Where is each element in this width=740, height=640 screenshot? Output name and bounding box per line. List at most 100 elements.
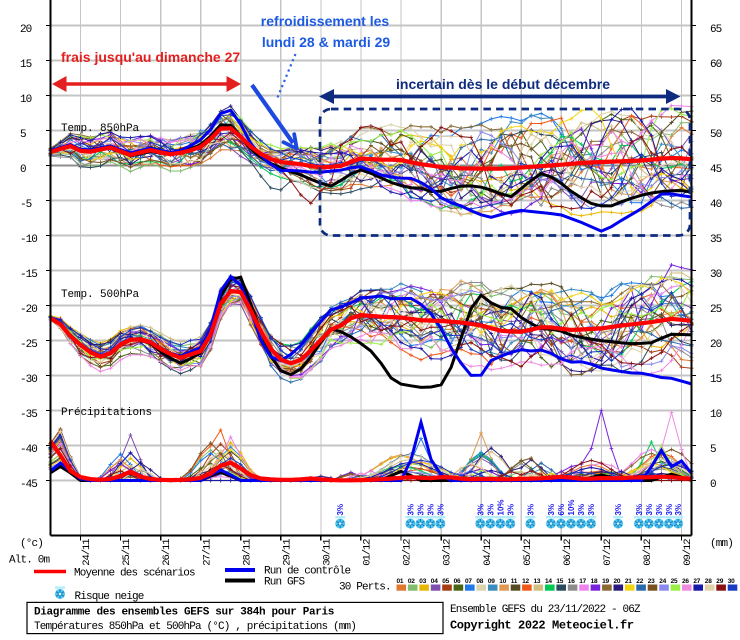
svg-text:30: 30 (710, 269, 722, 281)
svg-text:07: 07 (465, 578, 472, 585)
svg-text:-10: -10 (20, 234, 37, 246)
svg-text:26: 26 (682, 578, 689, 585)
svg-text:13: 13 (534, 578, 541, 585)
svg-text:30: 30 (728, 578, 735, 585)
svg-text:04/12: 04/12 (482, 539, 494, 566)
svg-text:-15: -15 (20, 269, 37, 281)
svg-text:20: 20 (710, 339, 722, 351)
svg-text:(mm): (mm) (710, 538, 733, 550)
svg-text:04: 04 (431, 578, 438, 585)
svg-text:18: 18 (591, 578, 598, 585)
svg-text:29/11: 29/11 (281, 539, 293, 566)
svg-text:24/11: 24/11 (81, 539, 93, 566)
svg-text:35: 35 (710, 234, 722, 246)
svg-text:3%: 3% (655, 504, 664, 516)
svg-text:lundi 28 & mardi 29: lundi 28 & mardi 29 (262, 34, 391, 50)
svg-text:3%: 3% (577, 504, 586, 516)
svg-text:Diagramme des ensembles GEFS s: Diagramme des ensembles GEFS sur 384h po… (34, 607, 334, 619)
svg-text:01: 01 (397, 578, 404, 585)
svg-text:06: 06 (454, 578, 461, 585)
svg-text:-20: -20 (20, 304, 37, 316)
svg-text:25: 25 (671, 578, 678, 585)
svg-text:Temp. 850hPa: Temp. 850hPa (61, 123, 140, 135)
svg-text:3%: 3% (587, 504, 596, 516)
svg-text:10: 10 (20, 94, 32, 106)
svg-text:Ensemble GEFS du 23/11/2022 -: Ensemble GEFS du 23/11/2022 - 06Z (450, 604, 641, 616)
svg-text:incertain dès le début décembr: incertain dès le début décembre (396, 76, 610, 92)
svg-text:22: 22 (636, 578, 643, 585)
svg-text:3%: 3% (406, 504, 415, 516)
svg-text:Risque neige: Risque neige (75, 591, 144, 603)
svg-text:45: 45 (710, 164, 722, 176)
svg-text:Précipitations: Précipitations (61, 407, 152, 419)
svg-text:40: 40 (710, 199, 722, 211)
svg-text:12: 12 (522, 578, 529, 585)
svg-text:0: 0 (710, 479, 716, 491)
svg-text:Températures 850hPa et 500hPa: Températures 850hPa et 500hPa (°C) , pré… (34, 621, 356, 633)
svg-text:08: 08 (476, 578, 483, 585)
svg-text:3%: 3% (547, 504, 556, 516)
svg-text:19: 19 (602, 578, 609, 585)
svg-text:(°c): (°c) (20, 538, 43, 550)
svg-text:3%: 3% (665, 504, 674, 516)
svg-text:frais jusqu'au dimanche 27: frais jusqu'au dimanche 27 (61, 49, 240, 65)
svg-text:3%: 3% (526, 504, 535, 516)
svg-text:08/12: 08/12 (642, 539, 654, 566)
svg-text:5: 5 (710, 444, 716, 456)
svg-text:27/11: 27/11 (201, 539, 213, 566)
svg-text:-5: -5 (20, 199, 32, 211)
svg-text:3%: 3% (436, 504, 445, 516)
svg-text:23: 23 (648, 578, 655, 585)
svg-text:3%: 3% (635, 504, 644, 516)
svg-text:28/11: 28/11 (241, 539, 253, 566)
svg-text:15: 15 (710, 374, 722, 386)
svg-text:3%: 3% (416, 504, 425, 516)
svg-text:09/12: 09/12 (682, 539, 694, 566)
svg-text:refroidissement les: refroidissement les (261, 13, 390, 29)
svg-text:20: 20 (20, 24, 32, 36)
svg-text:02: 02 (408, 578, 415, 585)
svg-text:3%: 3% (336, 504, 345, 516)
svg-text:25/11: 25/11 (121, 539, 133, 566)
svg-text:6%: 6% (557, 504, 566, 516)
svg-text:14: 14 (545, 578, 552, 585)
svg-text:03/12: 03/12 (442, 539, 454, 566)
svg-text:3%: 3% (614, 504, 623, 516)
svg-text:3%: 3% (426, 504, 435, 516)
svg-text:01/12: 01/12 (362, 539, 374, 566)
svg-text:Moyenne des scénarios: Moyenne des scénarios (74, 568, 195, 580)
svg-text:29: 29 (716, 578, 723, 585)
svg-text:-35: -35 (20, 409, 37, 421)
svg-text:21: 21 (625, 578, 632, 585)
svg-text:3%: 3% (674, 504, 683, 516)
svg-text:55: 55 (710, 94, 722, 106)
svg-text:Copyright 2022 Meteociel.fr: Copyright 2022 Meteociel.fr (450, 619, 634, 633)
svg-text:0: 0 (20, 164, 26, 176)
svg-text:10%: 10% (496, 499, 505, 515)
svg-text:25: 25 (710, 304, 722, 316)
svg-text:-25: -25 (20, 339, 37, 351)
svg-text:15: 15 (20, 59, 32, 71)
svg-text:07/12: 07/12 (602, 539, 614, 566)
svg-text:10%: 10% (567, 499, 576, 515)
svg-text:-45: -45 (20, 479, 37, 491)
svg-text:15: 15 (556, 578, 563, 585)
svg-text:5: 5 (20, 129, 26, 141)
svg-text:Alt. 0m: Alt. 0m (9, 555, 51, 567)
svg-text:Temp. 500hPa: Temp. 500hPa (61, 289, 140, 301)
svg-text:3%: 3% (506, 504, 515, 516)
svg-text:09: 09 (488, 578, 495, 585)
svg-text:17: 17 (579, 578, 586, 585)
svg-text:27: 27 (693, 578, 700, 585)
svg-text:3%: 3% (476, 504, 485, 516)
svg-text:10: 10 (499, 578, 506, 585)
svg-text:28: 28 (705, 578, 712, 585)
svg-text:06/12: 06/12 (562, 539, 574, 566)
svg-text:20: 20 (614, 578, 621, 585)
svg-text:65: 65 (710, 24, 722, 36)
svg-text:Run GFS: Run GFS (264, 577, 306, 589)
svg-text:30 Perts.: 30 Perts. (339, 582, 391, 594)
svg-text:3%: 3% (486, 504, 495, 516)
svg-text:26/11: 26/11 (161, 539, 173, 566)
svg-text:-40: -40 (20, 444, 37, 456)
